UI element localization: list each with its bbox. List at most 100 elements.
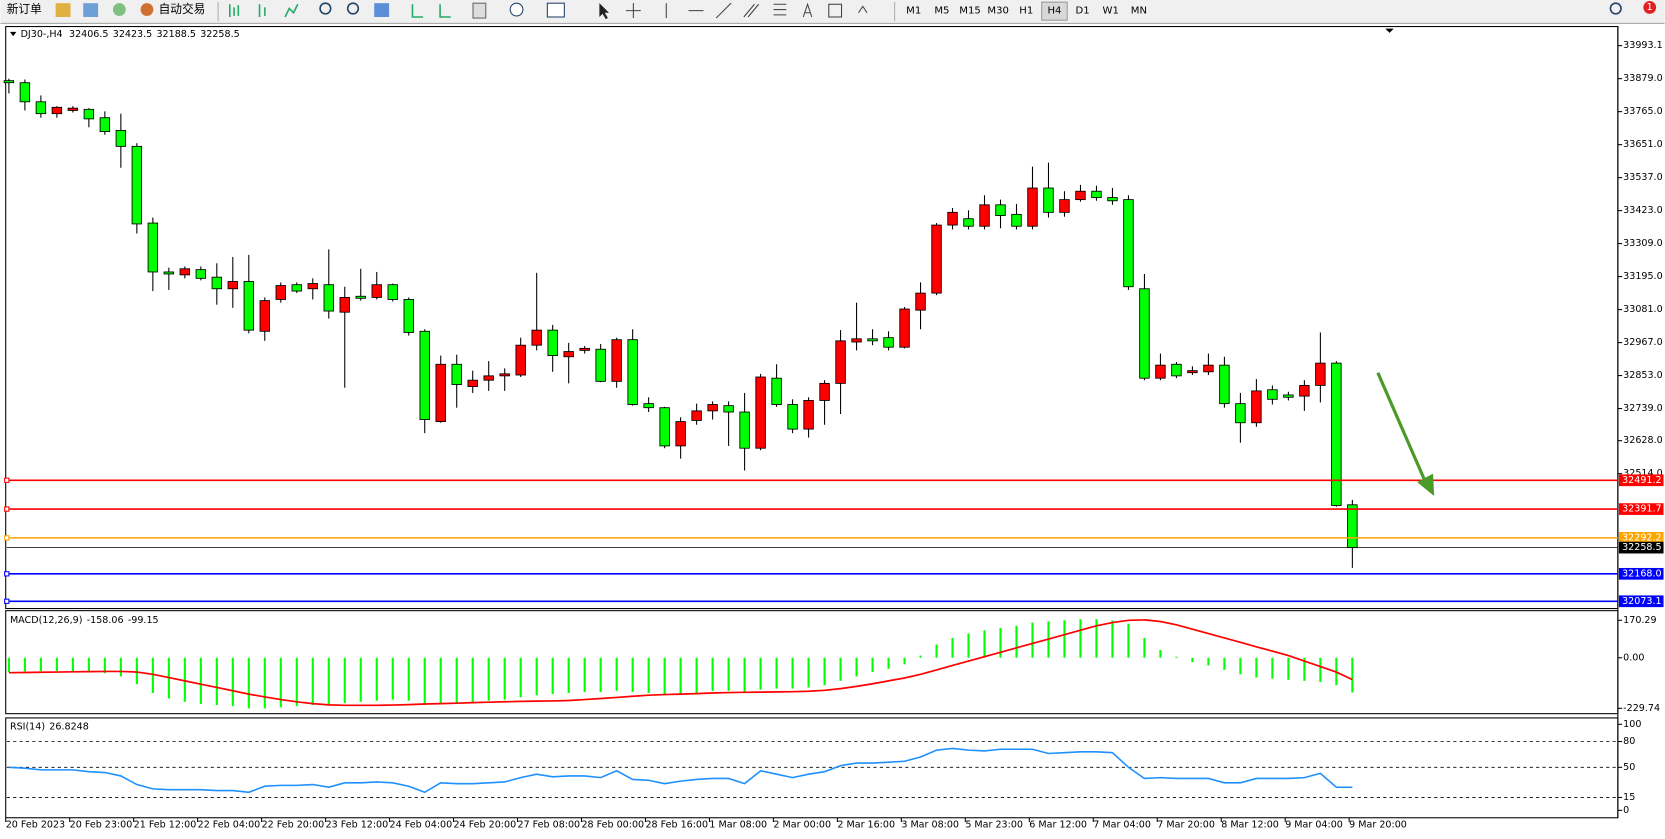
macd-title: MACD(12,26,9) [10, 615, 83, 626]
icon[interactable] [55, 3, 71, 17]
candle-body [1283, 394, 1294, 398]
low: 32188.5 [156, 28, 195, 39]
shift-icon[interactable] [439, 4, 451, 18]
macd-bar [679, 657, 682, 695]
icon[interactable] [83, 3, 99, 17]
candle-body [1331, 362, 1342, 506]
autotrade-button[interactable]: 自动交易 [159, 2, 206, 16]
candle-body [131, 145, 143, 225]
macd-bar [327, 657, 330, 704]
macd-bar [807, 657, 810, 688]
channel-tool[interactable] [743, 3, 760, 18]
search-icon[interactable] [1609, 2, 1622, 15]
level-label-bg [1618, 503, 1664, 515]
candle-body [403, 299, 414, 333]
periods-icon[interactable] [509, 2, 524, 17]
indicators-icon[interactable] [472, 2, 487, 19]
candle-body [515, 344, 526, 376]
timeframe-button[interactable]: MN [1131, 6, 1147, 17]
timeframe-button[interactable]: M1 [906, 6, 921, 17]
candle-body [243, 281, 255, 331]
candle-body [115, 130, 127, 147]
scroll-icon[interactable] [411, 4, 424, 18]
candle-body [499, 373, 510, 377]
candle-body [611, 339, 622, 382]
zoom-out[interactable] [346, 2, 360, 15]
timeframe-button[interactable]: H1 [1019, 6, 1033, 17]
macd-bar [55, 657, 58, 671]
candle-body [851, 338, 862, 343]
macd-bar [791, 657, 794, 689]
line-icon[interactable] [284, 3, 299, 18]
templates-icon[interactable] [546, 2, 565, 18]
candle-body [83, 108, 95, 120]
timeframe-button[interactable]: D1 [1076, 6, 1090, 17]
candle-body [1011, 213, 1022, 227]
candle-body [467, 379, 478, 387]
macd-bar [743, 657, 746, 693]
bar-chart-icon[interactable] [229, 4, 240, 17]
candle-body [899, 308, 910, 348]
macd-bar [1031, 622, 1034, 658]
macd-bar [311, 657, 314, 706]
level-handle [4, 535, 10, 541]
icon[interactable] [112, 3, 126, 16]
new-order-button[interactable]: 新订单 [7, 2, 42, 16]
bid-label-bg [1618, 541, 1664, 554]
candle-body [1091, 190, 1102, 199]
trendline-tool[interactable] [715, 2, 732, 19]
macd-bar [1191, 657, 1194, 663]
y-tick-label: 33993.1 [1623, 40, 1662, 51]
autotrade-icon[interactable] [140, 3, 154, 16]
candle-body [35, 101, 47, 115]
y-tick-label: 33195.0 [1623, 271, 1662, 282]
macd-bar [615, 657, 618, 691]
macd-bar [135, 657, 138, 685]
macd-bar [919, 655, 922, 658]
annotation-arrow [1376, 372, 1427, 481]
macd-bar [295, 657, 298, 707]
level-label-bg [1618, 532, 1664, 544]
text-tool[interactable] [802, 2, 813, 18]
macd-bar [471, 657, 474, 702]
x-tick-label: 28 Feb 16:00 [645, 820, 708, 831]
level-handle [4, 506, 10, 512]
timeframe-button[interactable]: M15 [959, 6, 981, 17]
crosshair-tool[interactable] [625, 3, 641, 19]
x-tick-label: 20 Feb 2023 [6, 820, 65, 831]
y-tick-label: 33081.0 [1623, 304, 1662, 315]
x-tick-label: 20 Feb 23:00 [70, 820, 133, 831]
label-tool[interactable] [828, 3, 843, 18]
macd-signal-line [8, 619, 1353, 707]
macd-bar [183, 657, 186, 702]
timeframe-button[interactable]: H4 [1047, 6, 1061, 17]
macd-bar [503, 657, 506, 700]
timeframe-button[interactable]: W1 [1103, 6, 1119, 17]
macd-header: MACD(12,26,9) -158.06 -99.15 [10, 615, 159, 626]
macd-bar [455, 657, 458, 703]
candle-body [755, 376, 766, 449]
notification-badge[interactable] [1643, 1, 1657, 14]
arrows-tool[interactable] [858, 5, 868, 14]
fibo-tool[interactable] [773, 3, 787, 16]
tile-icon[interactable] [374, 3, 390, 17]
macd-bar [279, 657, 282, 708]
zoom-in[interactable] [319, 2, 332, 15]
x-tick-label: 8 Mar 12:00 [1221, 820, 1279, 831]
x-tick-label: 23 Feb 12:00 [326, 820, 389, 831]
timeframe-button[interactable]: M30 [987, 6, 1009, 17]
candle-body [707, 404, 718, 412]
y-tick-label: 0.00 [1623, 652, 1644, 663]
timeframe-button[interactable]: M5 [934, 6, 949, 17]
candle-body [867, 338, 878, 342]
macd-bar [631, 657, 634, 692]
x-tick-label: 7 Mar 04:00 [1093, 820, 1151, 831]
macd-bar [967, 633, 970, 658]
candle-body [307, 283, 318, 290]
cursor-tool[interactable] [599, 3, 609, 20]
candle-body [435, 363, 446, 423]
candle-body [739, 411, 750, 449]
candle-icon[interactable] [258, 4, 266, 17]
macd-bar [1351, 657, 1354, 693]
macd-bar [951, 637, 954, 658]
